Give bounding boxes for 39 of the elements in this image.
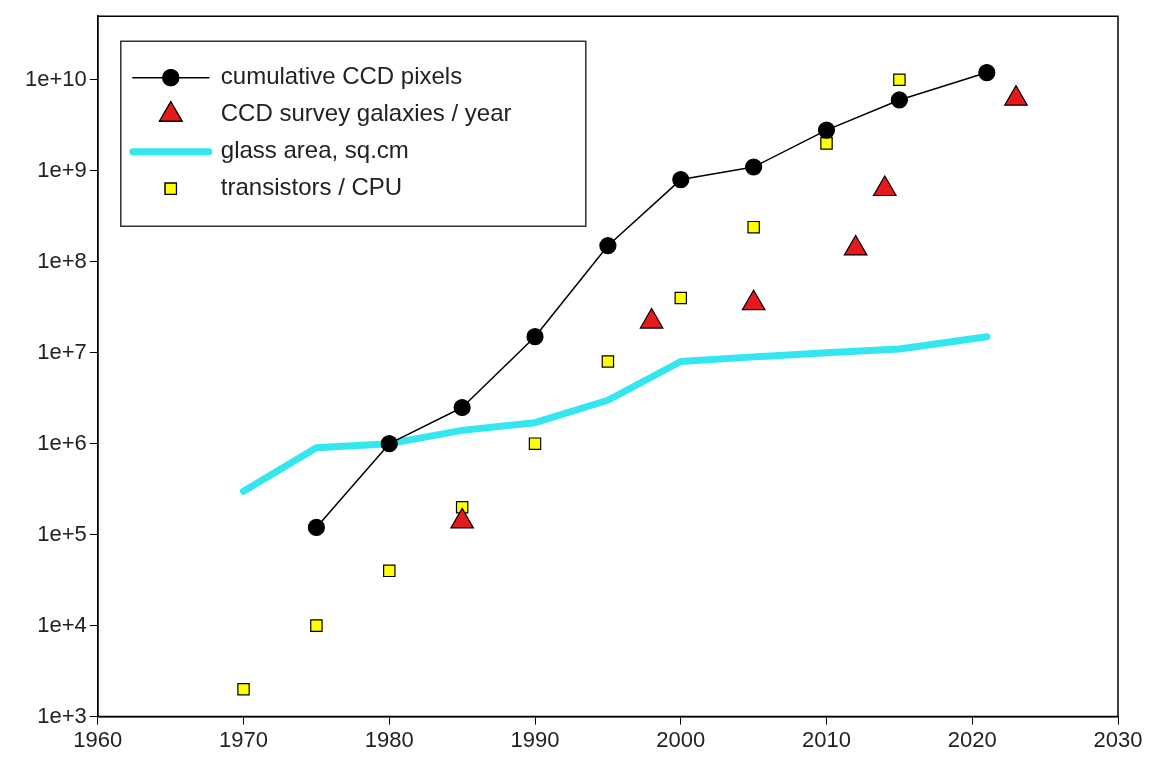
point <box>890 91 908 109</box>
y-tick-label: 1e+9 <box>37 156 87 182</box>
legend-label: cumulative CCD pixels <box>220 62 463 90</box>
x-tick-label: 2000 <box>656 726 706 752</box>
y-tick-label: 1e+10 <box>24 65 87 91</box>
x-tick-label: 1960 <box>73 726 123 752</box>
point <box>599 237 617 255</box>
point <box>893 73 906 87</box>
point <box>307 518 326 537</box>
point <box>674 291 688 305</box>
legend-label: CCD survey galaxies / year <box>220 99 512 127</box>
point <box>978 63 996 82</box>
point <box>237 682 250 696</box>
point <box>453 398 471 417</box>
x-tick-label: 1980 <box>364 726 414 752</box>
y-tick-label: 1e+8 <box>37 247 87 273</box>
y-tick-label: 1e+4 <box>37 611 87 637</box>
point <box>745 158 763 176</box>
point <box>310 619 323 632</box>
point <box>817 121 836 139</box>
x-tick-label: 2030 <box>1093 726 1143 752</box>
legend-label: transistors / CPU <box>220 173 403 201</box>
point <box>528 437 542 450</box>
point <box>672 170 690 189</box>
x-tick-label: 2010 <box>802 726 851 752</box>
point <box>747 220 760 234</box>
y-tick-label: 1e+5 <box>37 520 87 546</box>
legend-label: glass area, sq.cm <box>220 136 409 164</box>
y-tick-label: 1e+7 <box>37 338 87 364</box>
y-tick-label: 1e+6 <box>37 429 87 455</box>
x-tick-label: 2020 <box>947 726 997 752</box>
point <box>526 328 544 346</box>
point <box>820 137 833 150</box>
point <box>601 355 615 368</box>
x-tick-label: 1990 <box>510 726 560 752</box>
y-tick-label: 1e+3 <box>37 702 87 728</box>
point <box>383 564 396 578</box>
point <box>380 435 398 453</box>
x-tick-label: 1970 <box>219 726 269 752</box>
